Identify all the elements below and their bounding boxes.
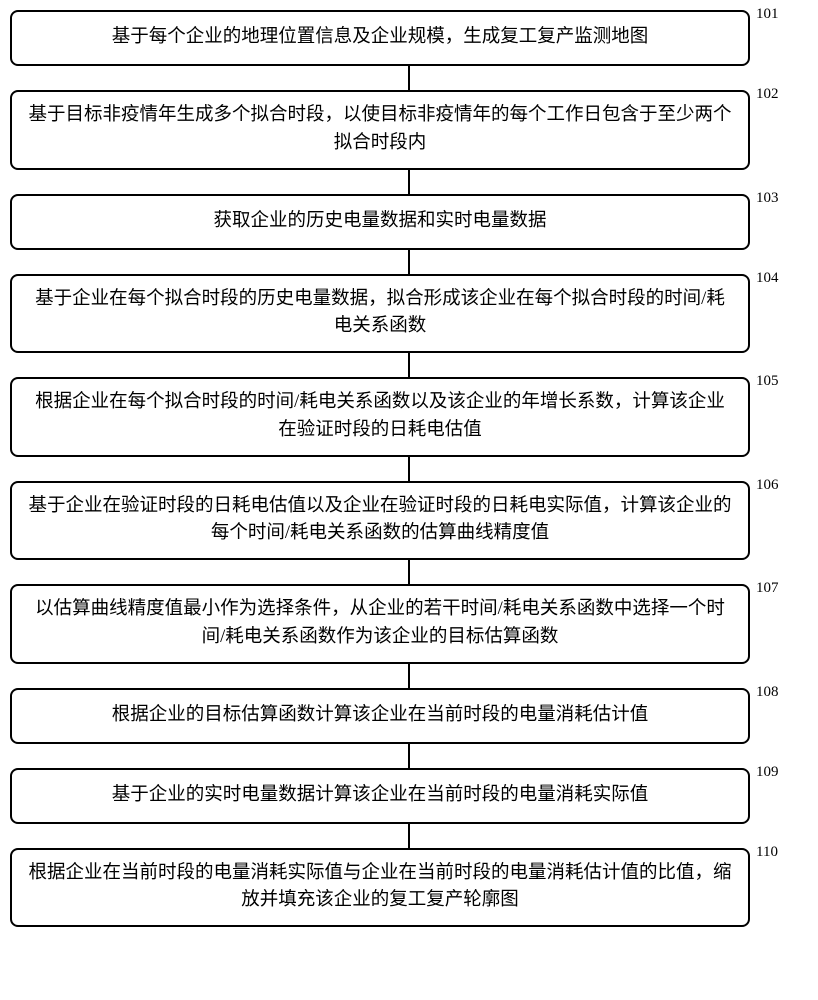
step-row: 根据企业的目标估算函数计算该企业在当前时段的电量消耗估计值 108 [10,688,808,744]
step-text: 根据企业在每个拟合时段的时间/耗电关系函数以及该企业的年增长系数，计算该企业在验… [28,389,732,445]
step-box-110: 根据企业在当前时段的电量消耗实际值与企业在当前时段的电量消耗估计值的比值，缩放并… [10,848,750,928]
connector [408,457,410,481]
step-row: 基于目标非疫情年生成多个拟合时段，以使目标非疫情年的每个工作日包含于至少两个拟合… [10,90,808,170]
step-row: 基于企业在每个拟合时段的历史电量数据，拟合形成该企业在每个拟合时段的时间/耗电关… [10,274,808,354]
connector [408,744,410,768]
step-number: 107 [756,580,779,597]
step-text: 根据企业的目标估算函数计算该企业在当前时段的电量消耗估计值 [112,702,649,730]
step-number: 103 [756,190,779,207]
step-number: 108 [756,684,779,701]
step-text: 根据企业在当前时段的电量消耗实际值与企业在当前时段的电量消耗估计值的比值，缩放并… [28,860,732,916]
connector [408,66,410,90]
step-number: 105 [756,373,779,390]
step-box-101: 基于每个企业的地理位置信息及企业规模，生成复工复产监测地图 [10,10,750,66]
connector [408,353,410,377]
connector [408,560,410,584]
step-box-105: 根据企业在每个拟合时段的时间/耗电关系函数以及该企业的年增长系数，计算该企业在验… [10,377,750,457]
step-row: 获取企业的历史电量数据和实时电量数据 103 [10,194,808,250]
step-box-104: 基于企业在每个拟合时段的历史电量数据，拟合形成该企业在每个拟合时段的时间/耗电关… [10,274,750,354]
step-box-102: 基于目标非疫情年生成多个拟合时段，以使目标非疫情年的每个工作日包含于至少两个拟合… [10,90,750,170]
step-text: 基于每个企业的地理位置信息及企业规模，生成复工复产监测地图 [112,24,649,52]
step-row: 基于每个企业的地理位置信息及企业规模，生成复工复产监测地图 101 [10,10,808,66]
step-box-108: 根据企业的目标估算函数计算该企业在当前时段的电量消耗估计值 [10,688,750,744]
connector [408,664,410,688]
step-box-109: 基于企业的实时电量数据计算该企业在当前时段的电量消耗实际值 [10,768,750,824]
step-box-106: 基于企业在验证时段的日耗电估值以及企业在验证时段的日耗电实际值，计算该企业的每个… [10,481,750,561]
step-text: 基于企业在每个拟合时段的历史电量数据，拟合形成该企业在每个拟合时段的时间/耗电关… [28,286,732,342]
step-number: 110 [756,844,778,861]
step-row: 根据企业在每个拟合时段的时间/耗电关系函数以及该企业的年增长系数，计算该企业在验… [10,377,808,457]
step-text: 以估算曲线精度值最小作为选择条件，从企业的若干时间/耗电关系函数中选择一个时间/… [28,596,732,652]
step-row: 根据企业在当前时段的电量消耗实际值与企业在当前时段的电量消耗估计值的比值，缩放并… [10,848,808,928]
flowchart-container: 基于每个企业的地理位置信息及企业规模，生成复工复产监测地图 101 基于目标非疫… [10,10,808,927]
step-text: 基于目标非疫情年生成多个拟合时段，以使目标非疫情年的每个工作日包含于至少两个拟合… [28,102,732,158]
step-number: 102 [756,86,779,103]
step-number: 101 [756,6,779,23]
step-number: 106 [756,477,779,494]
step-box-107: 以估算曲线精度值最小作为选择条件，从企业的若干时间/耗电关系函数中选择一个时间/… [10,584,750,664]
step-row: 基于企业在验证时段的日耗电估值以及企业在验证时段的日耗电实际值，计算该企业的每个… [10,481,808,561]
step-number: 104 [756,270,779,287]
step-text: 基于企业在验证时段的日耗电估值以及企业在验证时段的日耗电实际值，计算该企业的每个… [28,493,732,549]
connector [408,824,410,848]
step-box-103: 获取企业的历史电量数据和实时电量数据 [10,194,750,250]
step-number: 109 [756,764,779,781]
connector [408,250,410,274]
connector [408,170,410,194]
step-row: 以估算曲线精度值最小作为选择条件，从企业的若干时间/耗电关系函数中选择一个时间/… [10,584,808,664]
step-text: 获取企业的历史电量数据和实时电量数据 [213,208,546,236]
step-text: 基于企业的实时电量数据计算该企业在当前时段的电量消耗实际值 [112,782,649,810]
step-row: 基于企业的实时电量数据计算该企业在当前时段的电量消耗实际值 109 [10,768,808,824]
